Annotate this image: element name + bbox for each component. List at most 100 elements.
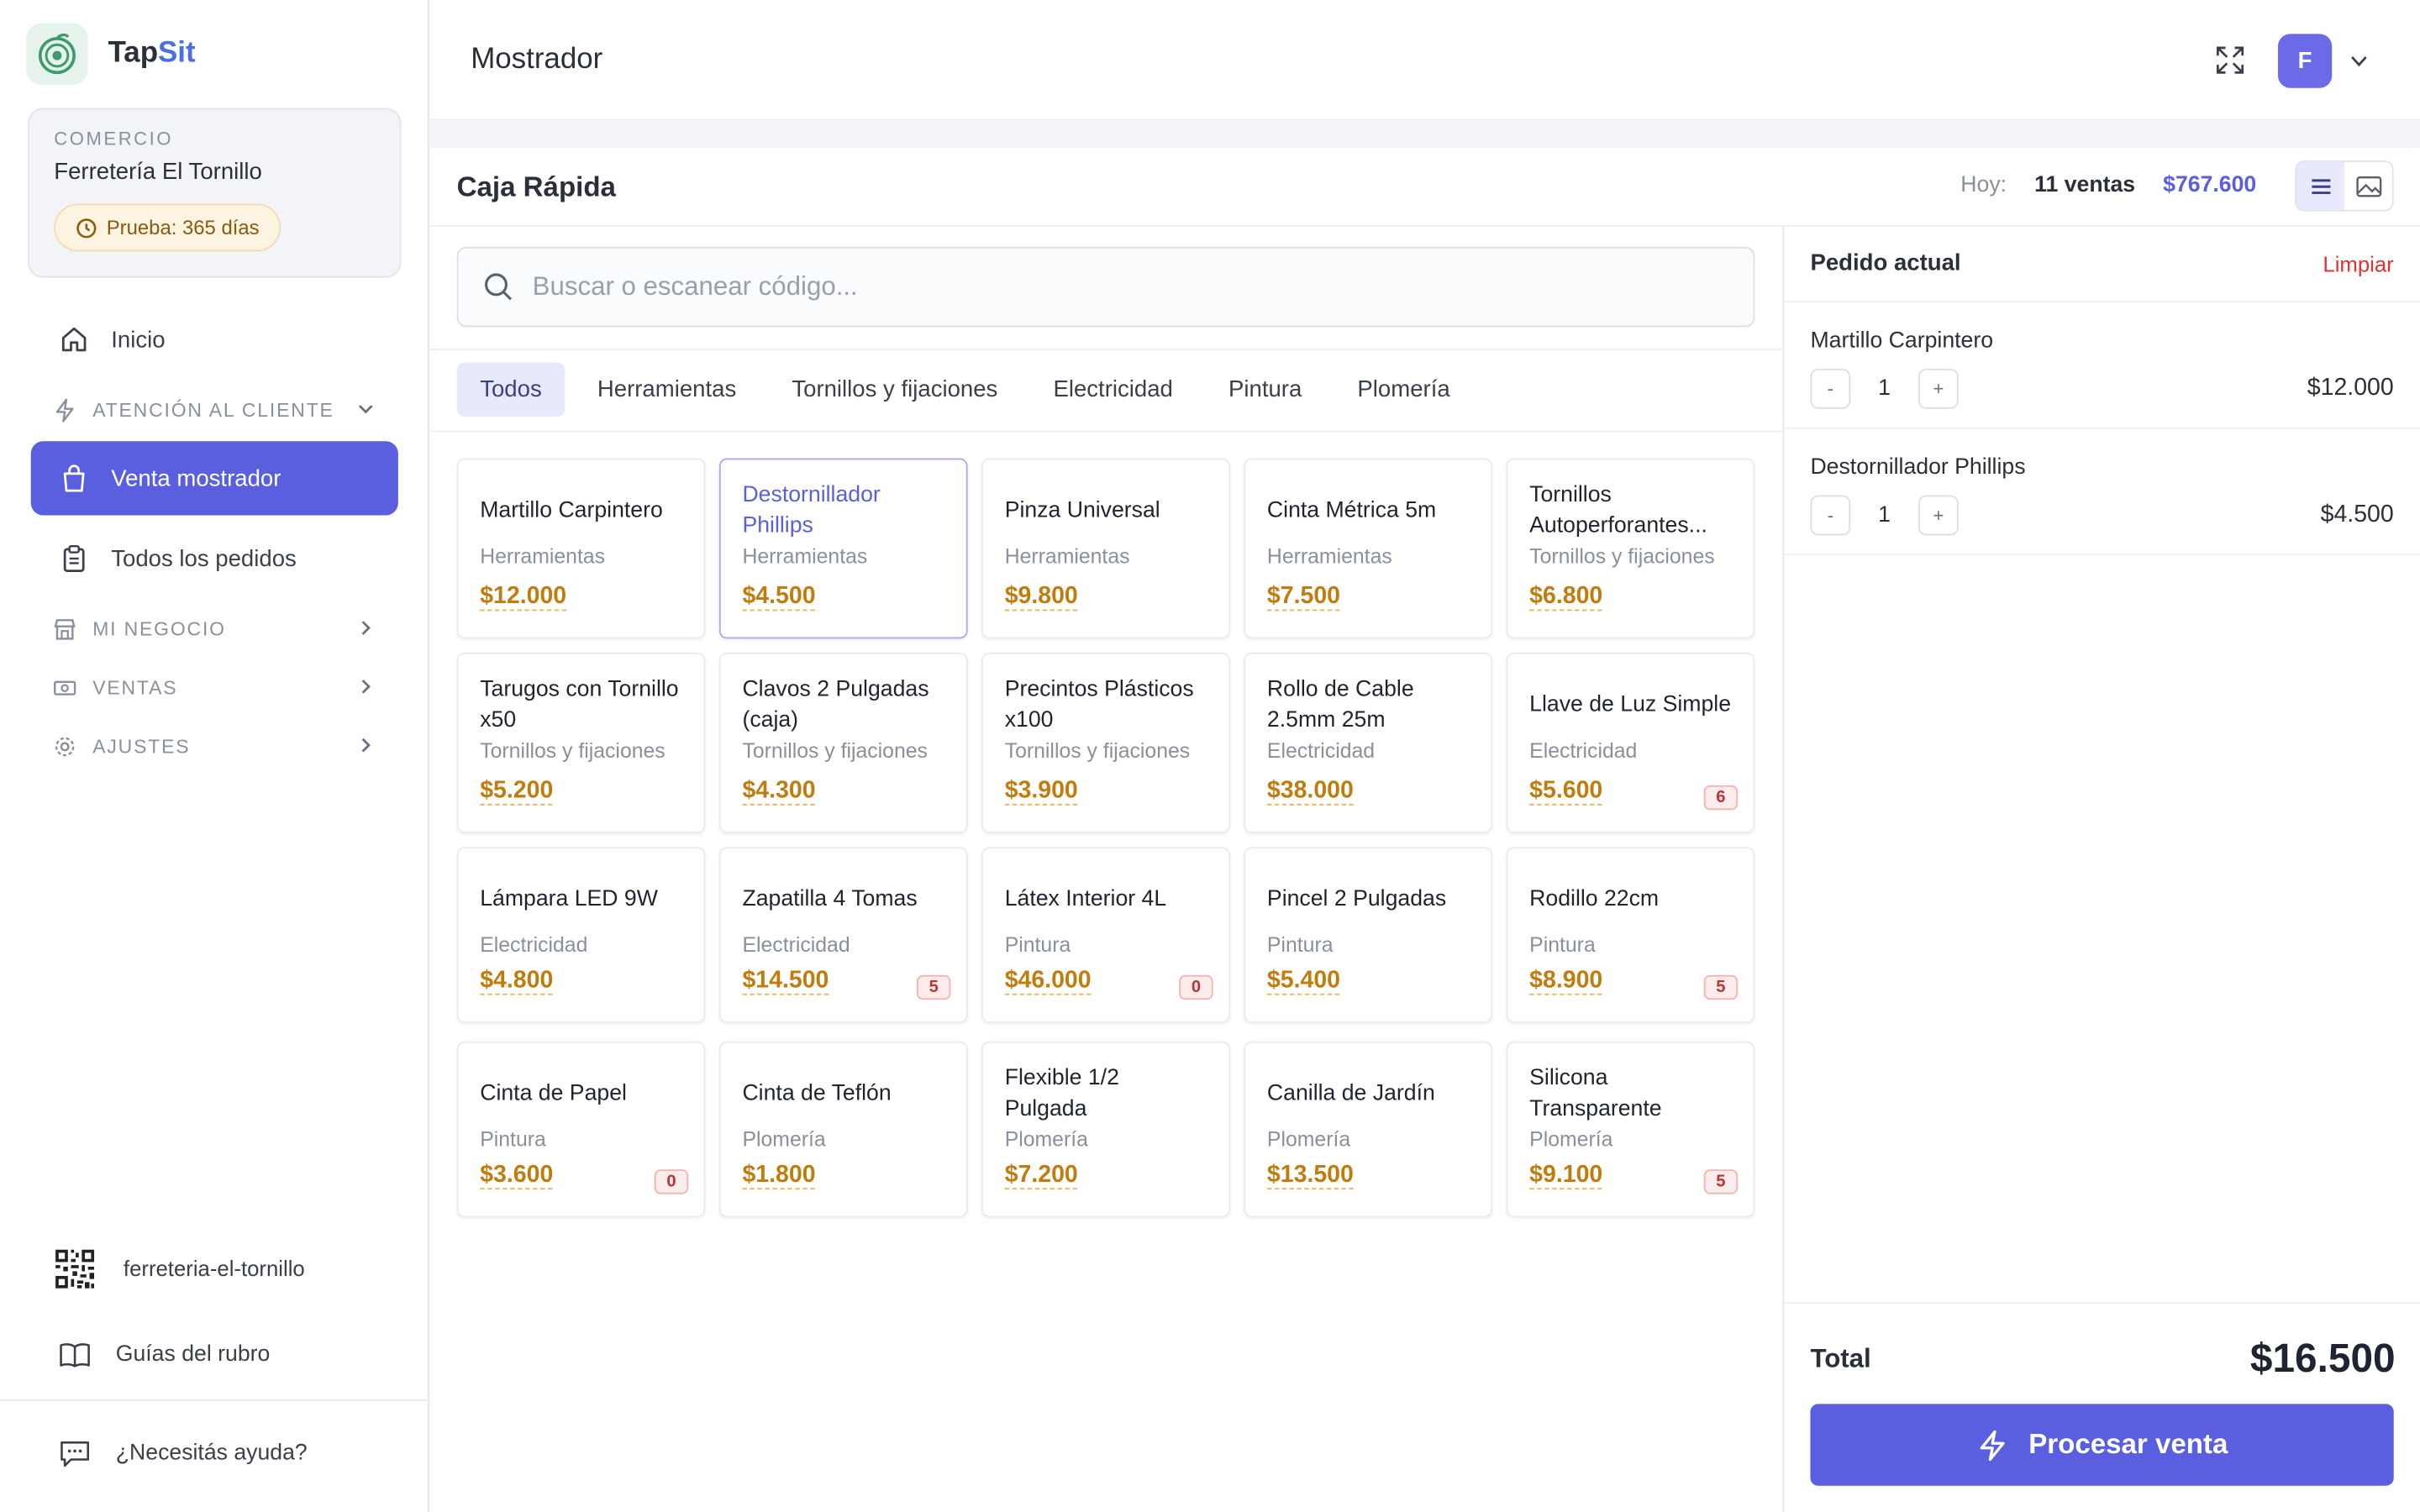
search-icon [484,273,513,301]
product-name: Flexible 1/2 Pulgada [1004,1066,1119,1121]
product-card[interactable]: Lámpara LED 9W Electricidad $4.800 [456,847,706,1023]
today-label: Hoy: [1960,172,2007,198]
product-card[interactable]: Cinta Métrica 5m Herramientas $7.500 [1244,458,1493,639]
product-category: Electricidad [480,933,588,957]
tab-pintura[interactable]: Pintura [1228,376,1302,403]
sidebar-divider [0,1399,429,1401]
fullscreen-icon[interactable] [2213,43,2247,85]
guias-link[interactable]: Guías del rubro [0,1324,429,1385]
product-card[interactable]: Pinza Universal Herramientas $9.800 [981,458,1230,639]
product-card[interactable]: Llave de Luz Simple Electricidad $5.600 6 [1506,652,1755,833]
product-card[interactable]: Cinta de Teflón Plomería $1.800 [718,1041,968,1218]
nav-todos-pedidos[interactable]: Todos los pedidos [31,528,398,589]
product-category: Electricidad [1266,738,1376,763]
product-name: Cinta Métrica 5m [1266,497,1437,523]
ayuda-link[interactable]: ¿Necesitás ayuda? [0,1422,429,1483]
product-card[interactable]: Clavos 2 Pulgadas (caja) Tornillos y fija… [718,652,968,833]
order-panel: Pedido actual Limpiar Martillo Carpinter… [1782,226,2420,1512]
product-card[interactable]: Pincel 2 Pulgadas Pintura $5.400 [1244,847,1493,1023]
product-price: $5.200 [480,777,554,806]
order-title: Pedido actual [1810,249,1961,276]
trial-badge: Prueba: 365 días [54,203,281,252]
cash-icon [54,680,76,696]
today-summary: Hoy: 11 ventas $767.600 [1960,173,2256,197]
shop-name: Ferretería El Tornillo [54,159,262,186]
pos-panel: Caja Rápida Hoy: 11 ventas $767.600 Tod [430,148,2420,1512]
product-name: Tornillos Autoperforantes... [1529,482,1707,538]
product-card[interactable]: Destornillador Phillips Herramientas $4.50… [718,458,968,639]
nav-section-negocio[interactable]: MI NEGOCIO [31,601,398,657]
product-card[interactable]: Canilla de Jardín Plomería $13.500 [1244,1041,1493,1218]
chevron-down-icon[interactable] [2348,50,2371,81]
product-category: Tornillos y fijaciones [1004,738,1191,763]
tab-electricidad[interactable]: Electricidad [1053,376,1173,403]
product-card[interactable]: Tornillos Autoperforantes... Tornillos y … [1506,458,1755,639]
tab-todos[interactable]: Todos [456,362,566,417]
product-card[interactable]: Flexible 1/2 Pulgada Plomería $7.200 [981,1041,1230,1218]
stock-badge: 6 [1703,785,1739,811]
nav-venta-mostrador[interactable]: Venta mostrador [30,441,398,516]
product-card[interactable]: Tarugos con Tornillo x50 Tornillos y fija… [456,652,706,833]
search-input[interactable] [532,271,1706,302]
brand[interactable]: TapSit [26,23,196,86]
product-card[interactable]: Silicona Transparente Plomería $9.100 5 [1506,1041,1755,1218]
search-box[interactable] [456,246,1755,328]
product-price: $5.600 [1529,777,1603,806]
nav-section-ventas[interactable]: VENTAS [31,660,398,716]
product-price: $9.100 [1529,1162,1603,1190]
shop-card: COMERCIO Ferretería El Tornillo Prueba: … [28,108,402,278]
product-category: Pintura [1266,933,1334,957]
chat-bubble-icon [60,1441,89,1467]
tab-tornillos[interactable]: Tornillos y fijaciones [792,376,998,403]
clipboard-icon [63,544,85,572]
tab-herramientas[interactable]: Herramientas [597,376,737,403]
product-name: Silicona Transparente [1529,1066,1662,1121]
clear-order-button[interactable]: Limpiar [2323,251,2394,276]
tab-plomeria[interactable]: Plomería [1357,376,1450,403]
nav-inicio[interactable]: Inicio [31,308,398,370]
top-bar: Mostrador F [430,0,2420,121]
product-card[interactable]: Látex Interior 4L Pintura $46.000 0 [981,847,1230,1023]
product-name: Lámpara LED 9W [480,886,658,912]
product-name: Llave de Luz Simple [1529,692,1732,717]
product-price: $13.500 [1266,1162,1354,1190]
nav-section-atencion[interactable]: ATENCIÓN AL CLIENTE [31,383,398,438]
product-card[interactable]: Precintos Plásticos x100 Tornillos y fija… [981,652,1230,833]
product-card[interactable]: Rollo de Cable 2.5mm 25m Electricidad $38.… [1244,652,1493,833]
avatar[interactable]: F [2277,34,2333,88]
decrease-button[interactable]: - [1810,495,1851,536]
increase-button[interactable]: + [1918,495,1959,536]
product-card[interactable]: Cinta de Papel Pintura $3.600 0 [456,1041,706,1218]
increase-button[interactable]: + [1918,368,1959,409]
product-name: Rodillo 22cm [1529,886,1660,912]
product-name: Zapatilla 4 Tomas [742,886,918,912]
panel-header: Caja Rápida Hoy: 11 ventas $767.600 [430,148,2420,227]
total-value: $16.500 [2249,1334,2396,1381]
product-name: Látex Interior 4L [1004,886,1167,912]
logo-icon [26,23,88,86]
product-category: Plomería [1266,1127,1351,1152]
brand-name: TapSit [108,37,196,70]
product-grid: Martillo Carpintero Herramientas $12.000 De… [456,458,1757,1221]
nav-section-ajustes[interactable]: AJUSTES [31,719,398,774]
product-category: Herramientas [480,544,606,568]
product-price: $7.200 [1004,1162,1078,1190]
store-link[interactable]: ferreteria-el-tornillo [0,1237,429,1299]
product-card[interactable]: Martillo Carpintero Herramientas $12.000 [456,458,706,639]
gear-icon [55,737,75,757]
decrease-button[interactable]: - [1810,368,1851,409]
product-card[interactable]: Rodillo 22cm Pintura $8.900 5 [1506,847,1755,1023]
list-view-button[interactable] [2296,161,2344,210]
product-card[interactable]: Zapatilla 4 Tomas Electricidad $14.500 5 [718,847,968,1023]
product-category: Pintura [1529,933,1596,957]
chevron-right-icon [361,680,371,694]
process-sale-button[interactable]: Procesar venta [1810,1404,2394,1486]
product-name: Destornillador Phillips [742,482,881,538]
order-line: Destornillador Phillips - 1 + $4.500 [1784,429,2420,556]
product-price: $8.900 [1529,967,1603,995]
product-category: Pintura [480,1127,546,1152]
product-category: Herramientas [742,544,868,568]
order-line-price: $4.500 [2320,501,2394,528]
image-view-button[interactable] [2344,162,2392,210]
product-name: Tarugos con Tornillo x50 [480,677,679,732]
